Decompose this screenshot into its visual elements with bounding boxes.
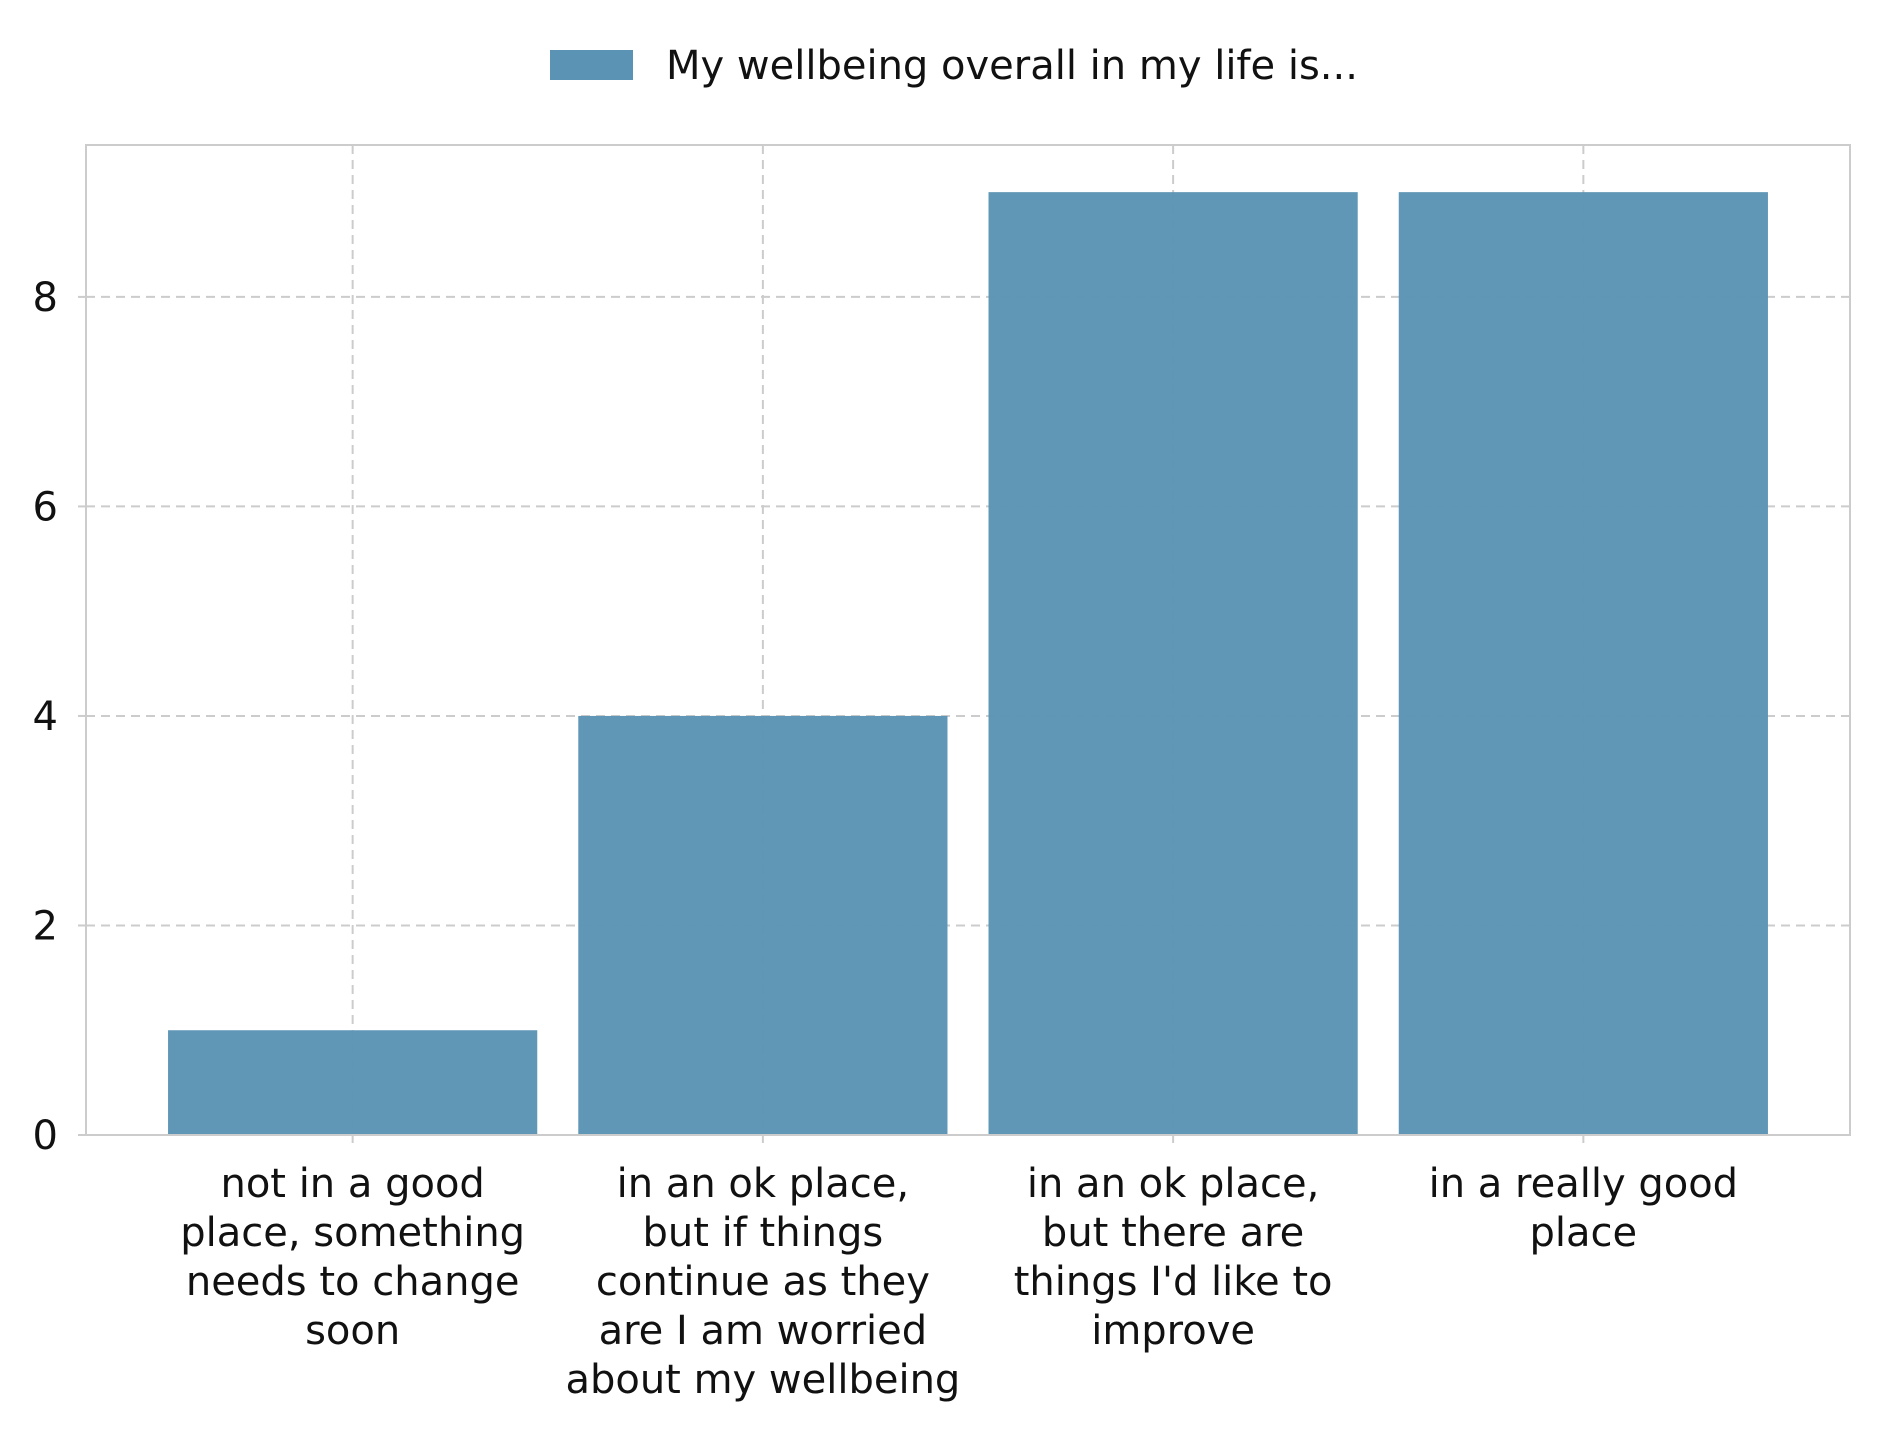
- y-tick-label: 8: [33, 275, 58, 321]
- x-tick-label-line: continue as they: [596, 1259, 930, 1305]
- x-tick-label: in a really good place: [1429, 1161, 1738, 1256]
- x-tick-label: not in a good place, something needs to ch…: [180, 1161, 525, 1354]
- legend-swatch: [550, 50, 633, 80]
- x-tick-label-line: but there are: [1042, 1210, 1304, 1256]
- x-tick-label-line: not in a good: [220, 1161, 484, 1207]
- bar: [578, 715, 948, 1135]
- bars: [168, 192, 1768, 1136]
- y-tick-label: 2: [33, 903, 58, 949]
- x-tick-label-line: in an ok place,: [617, 1161, 909, 1207]
- y-tick-label: 6: [33, 484, 58, 530]
- y-tick-label: 4: [33, 694, 58, 740]
- x-axis: not in a good place, something needs to ch…: [180, 1135, 1738, 1403]
- legend: My wellbeing overall in my life is...: [550, 43, 1358, 89]
- bar: [168, 1030, 538, 1135]
- y-axis: 0 2 4 6 8: [33, 275, 86, 1159]
- y-tick-label: 0: [33, 1113, 58, 1159]
- x-tick-label-line: are I am worried: [599, 1308, 928, 1354]
- x-tick-label-line: soon: [305, 1308, 400, 1354]
- x-tick-label-line: in an ok place,: [1027, 1161, 1319, 1207]
- x-tick-label-line: things I'd like to: [1014, 1259, 1333, 1305]
- plot-frame: [85, 144, 1851, 1136]
- bar: [988, 192, 1358, 1136]
- x-tick-label-line: improve: [1091, 1308, 1255, 1354]
- x-tick-label-line: but if things: [642, 1210, 883, 1256]
- x-tick-label: in an ok place, but there are things I'd l…: [1014, 1161, 1333, 1354]
- bar: [1398, 192, 1768, 1136]
- x-tick-label-line: place: [1530, 1210, 1638, 1256]
- x-tick-label-line: in a really good: [1429, 1161, 1738, 1207]
- x-tick-label-line: place, something: [180, 1210, 525, 1256]
- x-tick-label-line: needs to change: [186, 1259, 520, 1305]
- x-tick-label-line: about my wellbeing: [565, 1357, 960, 1403]
- legend-label: My wellbeing overall in my life is...: [666, 43, 1358, 89]
- x-tick-label: in an ok place, but if things continue as …: [565, 1161, 960, 1403]
